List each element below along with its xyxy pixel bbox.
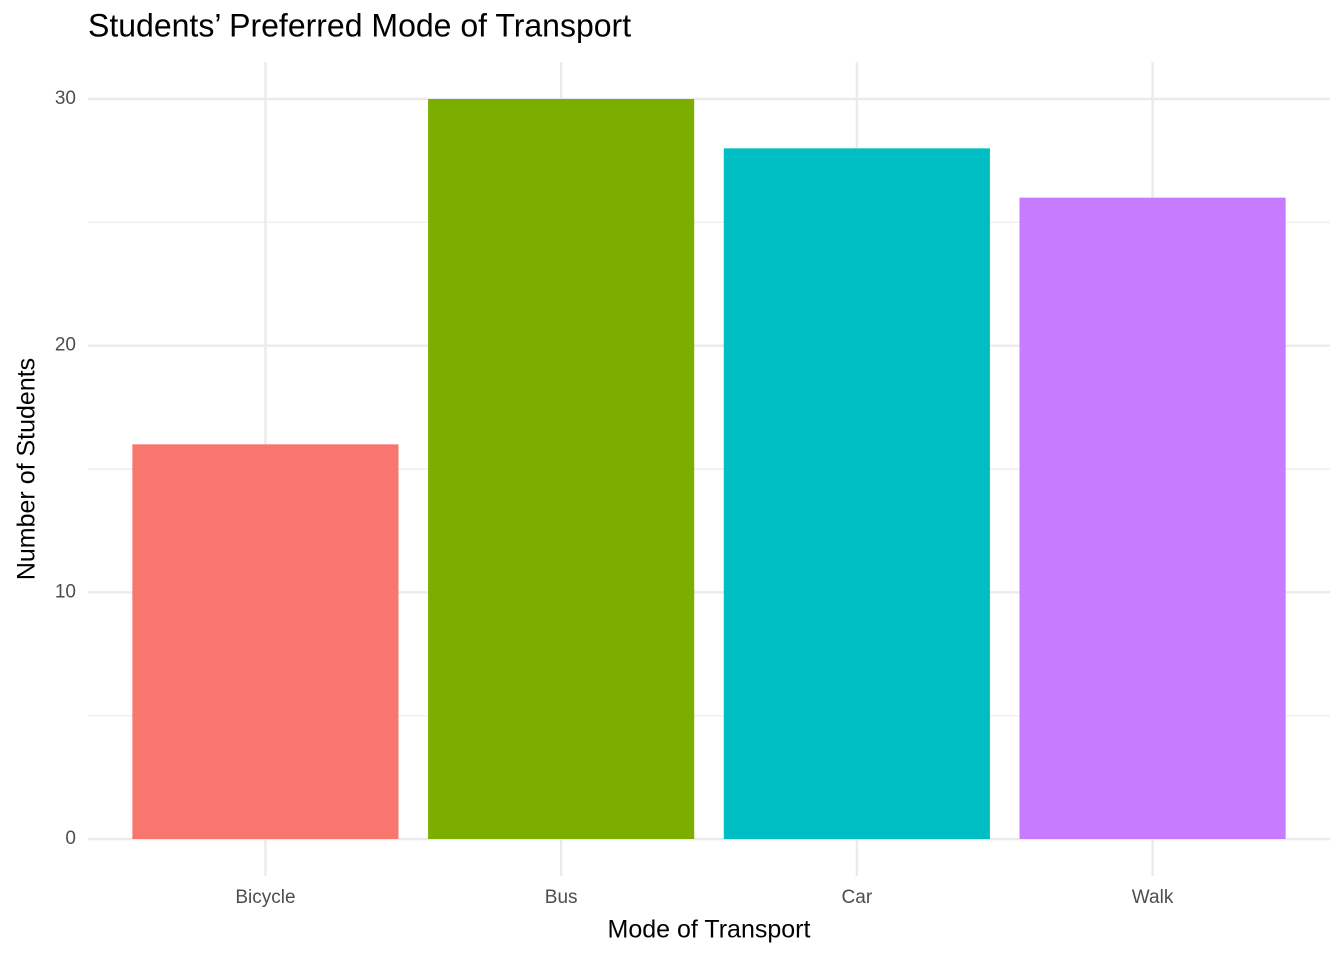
y-axis-title: Number of Students [13, 358, 41, 580]
chart-title: Students’ Preferred Mode of Transport [88, 7, 631, 43]
x-axis-title: Mode of Transport [608, 916, 811, 944]
x-tick-label: Bus [545, 887, 578, 908]
y-tick-label: 0 [65, 828, 76, 849]
x-tick-label: Bicycle [235, 887, 295, 908]
x-tick-label: Car [842, 887, 873, 908]
x-tick-label: Walk [1132, 887, 1174, 908]
y-tick-label: 20 [55, 335, 76, 356]
y-tick-label: 30 [55, 88, 76, 109]
bar [132, 444, 399, 839]
y-tick-label: 10 [55, 581, 76, 602]
bar [428, 99, 695, 839]
bar [723, 148, 990, 840]
bar [1019, 197, 1286, 839]
